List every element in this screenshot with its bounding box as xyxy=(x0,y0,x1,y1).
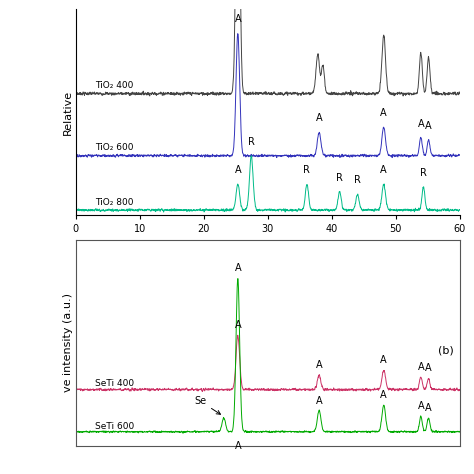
Text: R: R xyxy=(336,173,343,183)
Text: A: A xyxy=(425,364,432,374)
Text: A: A xyxy=(316,396,322,406)
Text: A: A xyxy=(418,401,424,411)
Text: A: A xyxy=(235,165,241,175)
Text: A: A xyxy=(380,390,387,400)
Text: A: A xyxy=(418,362,424,372)
Text: TiO₂ 800: TiO₂ 800 xyxy=(95,198,134,207)
Text: A: A xyxy=(235,263,241,273)
Text: A: A xyxy=(425,121,432,131)
Text: A: A xyxy=(235,320,241,330)
Text: A: A xyxy=(380,165,387,175)
Text: SeTi 600: SeTi 600 xyxy=(95,422,134,431)
Text: SeTi 400: SeTi 400 xyxy=(95,380,134,389)
Text: A: A xyxy=(380,108,387,118)
Text: TiO₂ 600: TiO₂ 600 xyxy=(95,144,134,153)
Text: R: R xyxy=(303,165,310,175)
Text: R: R xyxy=(354,175,361,185)
Text: A: A xyxy=(316,360,322,370)
Y-axis label: ve intensity (a.u.): ve intensity (a.u.) xyxy=(63,293,73,392)
Text: R: R xyxy=(248,137,255,146)
Text: A: A xyxy=(235,14,241,24)
Text: Se: Se xyxy=(194,396,220,414)
X-axis label: 2Ω (degree): 2Ω (degree) xyxy=(234,240,301,250)
Text: A: A xyxy=(425,402,432,412)
Text: A: A xyxy=(316,113,322,123)
Text: (b): (b) xyxy=(438,345,453,355)
Text: TiO₂ 400: TiO₂ 400 xyxy=(95,82,133,91)
Y-axis label: Relative: Relative xyxy=(63,90,73,135)
Text: A: A xyxy=(380,355,387,365)
Text: A: A xyxy=(418,118,424,128)
Text: A: A xyxy=(235,441,241,451)
Text: R: R xyxy=(420,168,427,178)
